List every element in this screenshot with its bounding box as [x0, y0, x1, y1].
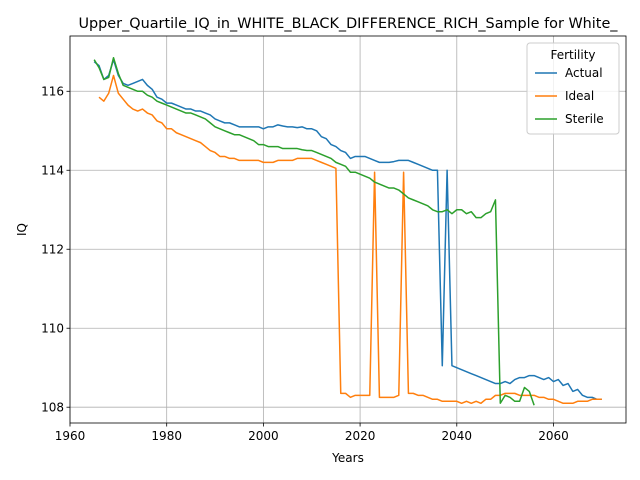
- legend-entries: Actual Ideal Sterile: [535, 66, 604, 126]
- legend-label-ideal: Ideal: [565, 89, 594, 103]
- plot-area-frame: [69, 35, 627, 424]
- series-line-actual: [93, 58, 602, 401]
- legend-title: Fertility: [550, 48, 595, 62]
- y-tick-label: 108: [41, 401, 64, 415]
- x-tick-label: 1980: [151, 429, 182, 443]
- y-axis-title: IQ: [15, 223, 29, 236]
- series-lines: [93, 56, 602, 406]
- legend-label-sterile: Sterile: [565, 112, 604, 126]
- x-axis-title: Years: [331, 451, 364, 465]
- chart-title: Upper_Quartile_IQ_in_WHITE_BLACK_DIFFERE…: [79, 16, 619, 32]
- legend-box: [526, 42, 620, 135]
- series-line-ideal: [98, 74, 602, 405]
- x-tick-label: 2040: [442, 429, 473, 443]
- legend: Fertility Actual Ideal Sterile: [526, 42, 620, 135]
- x-tick-label: 2020: [345, 429, 376, 443]
- y-tick-label: 114: [41, 164, 64, 178]
- y-tick-label: 112: [41, 243, 64, 257]
- x-tick-label: 1960: [55, 429, 86, 443]
- y-tick-label: 116: [41, 85, 64, 99]
- axis-ticks: 1960 1980 2000 2020 2040 2060 108 110 112 114 116: [41, 85, 569, 443]
- series-line-sterile: [93, 56, 535, 406]
- y-tick-label: 110: [41, 322, 64, 336]
- x-tick-label: 2060: [538, 429, 569, 443]
- x-tick-label: 2000: [248, 429, 279, 443]
- legend-label-actual: Actual: [565, 66, 603, 80]
